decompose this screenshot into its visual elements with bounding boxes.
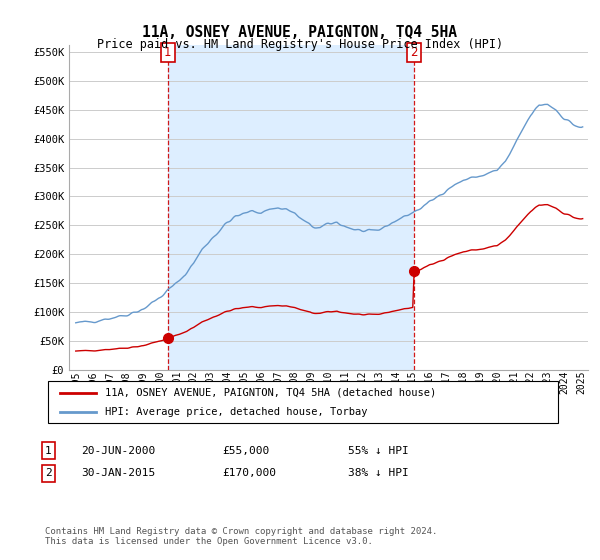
Text: 2: 2 <box>45 468 52 478</box>
Text: 30-JAN-2015: 30-JAN-2015 <box>81 468 155 478</box>
Text: 38% ↓ HPI: 38% ↓ HPI <box>348 468 409 478</box>
Text: 1: 1 <box>164 46 172 59</box>
Text: Price paid vs. HM Land Registry's House Price Index (HPI): Price paid vs. HM Land Registry's House … <box>97 38 503 51</box>
Text: 11A, OSNEY AVENUE, PAIGNTON, TQ4 5HA: 11A, OSNEY AVENUE, PAIGNTON, TQ4 5HA <box>143 25 458 40</box>
Text: 55% ↓ HPI: 55% ↓ HPI <box>348 446 409 456</box>
Text: 2: 2 <box>410 46 418 59</box>
Text: 1: 1 <box>45 446 52 456</box>
Text: 11A, OSNEY AVENUE, PAIGNTON, TQ4 5HA (detached house): 11A, OSNEY AVENUE, PAIGNTON, TQ4 5HA (de… <box>105 388 436 398</box>
Text: 20-JUN-2000: 20-JUN-2000 <box>81 446 155 456</box>
Text: £170,000: £170,000 <box>222 468 276 478</box>
Bar <box>168 45 414 370</box>
Text: Contains HM Land Registry data © Crown copyright and database right 2024.
This d: Contains HM Land Registry data © Crown c… <box>45 526 437 546</box>
Text: HPI: Average price, detached house, Torbay: HPI: Average price, detached house, Torb… <box>105 407 367 417</box>
Text: £55,000: £55,000 <box>222 446 269 456</box>
